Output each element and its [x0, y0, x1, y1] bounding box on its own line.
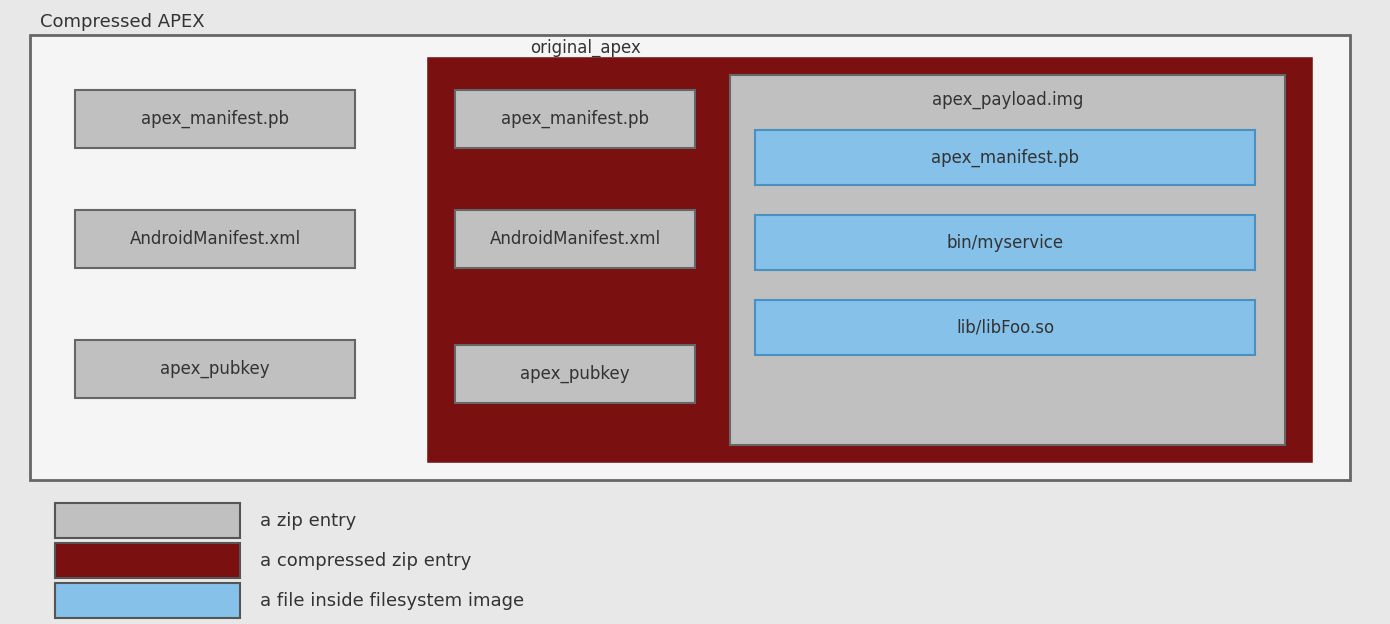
Text: apex_manifest.pb: apex_manifest.pb: [500, 110, 649, 128]
Bar: [75, 210, 354, 268]
Bar: [31, 35, 1350, 480]
Bar: [75, 90, 354, 148]
Bar: [755, 130, 1255, 185]
Bar: [755, 215, 1255, 270]
Text: a file inside filesystem image: a file inside filesystem image: [260, 592, 524, 610]
Text: a compressed zip entry: a compressed zip entry: [260, 552, 471, 570]
Bar: [430, 60, 1309, 460]
Text: apex_pubkey: apex_pubkey: [520, 365, 630, 383]
Bar: [455, 345, 695, 403]
Bar: [56, 583, 240, 618]
Text: apex_payload.img: apex_payload.img: [931, 91, 1083, 109]
Text: bin/myservice: bin/myservice: [947, 233, 1063, 251]
Bar: [730, 75, 1284, 445]
Text: lib/libFoo.so: lib/libFoo.so: [956, 318, 1054, 336]
Text: apex_manifest.pb: apex_manifest.pb: [931, 149, 1079, 167]
Text: AndroidManifest.xml: AndroidManifest.xml: [129, 230, 300, 248]
Bar: [75, 340, 354, 398]
Bar: [56, 503, 240, 538]
Bar: [455, 90, 695, 148]
Bar: [755, 300, 1255, 355]
Text: apex_manifest.pb: apex_manifest.pb: [140, 110, 289, 128]
Text: a zip entry: a zip entry: [260, 512, 356, 530]
Text: Compressed APEX: Compressed APEX: [40, 13, 204, 31]
Text: AndroidManifest.xml: AndroidManifest.xml: [489, 230, 660, 248]
Text: original_apex: original_apex: [530, 39, 641, 57]
Text: apex_pubkey: apex_pubkey: [160, 360, 270, 378]
Bar: [455, 210, 695, 268]
Bar: [56, 543, 240, 578]
